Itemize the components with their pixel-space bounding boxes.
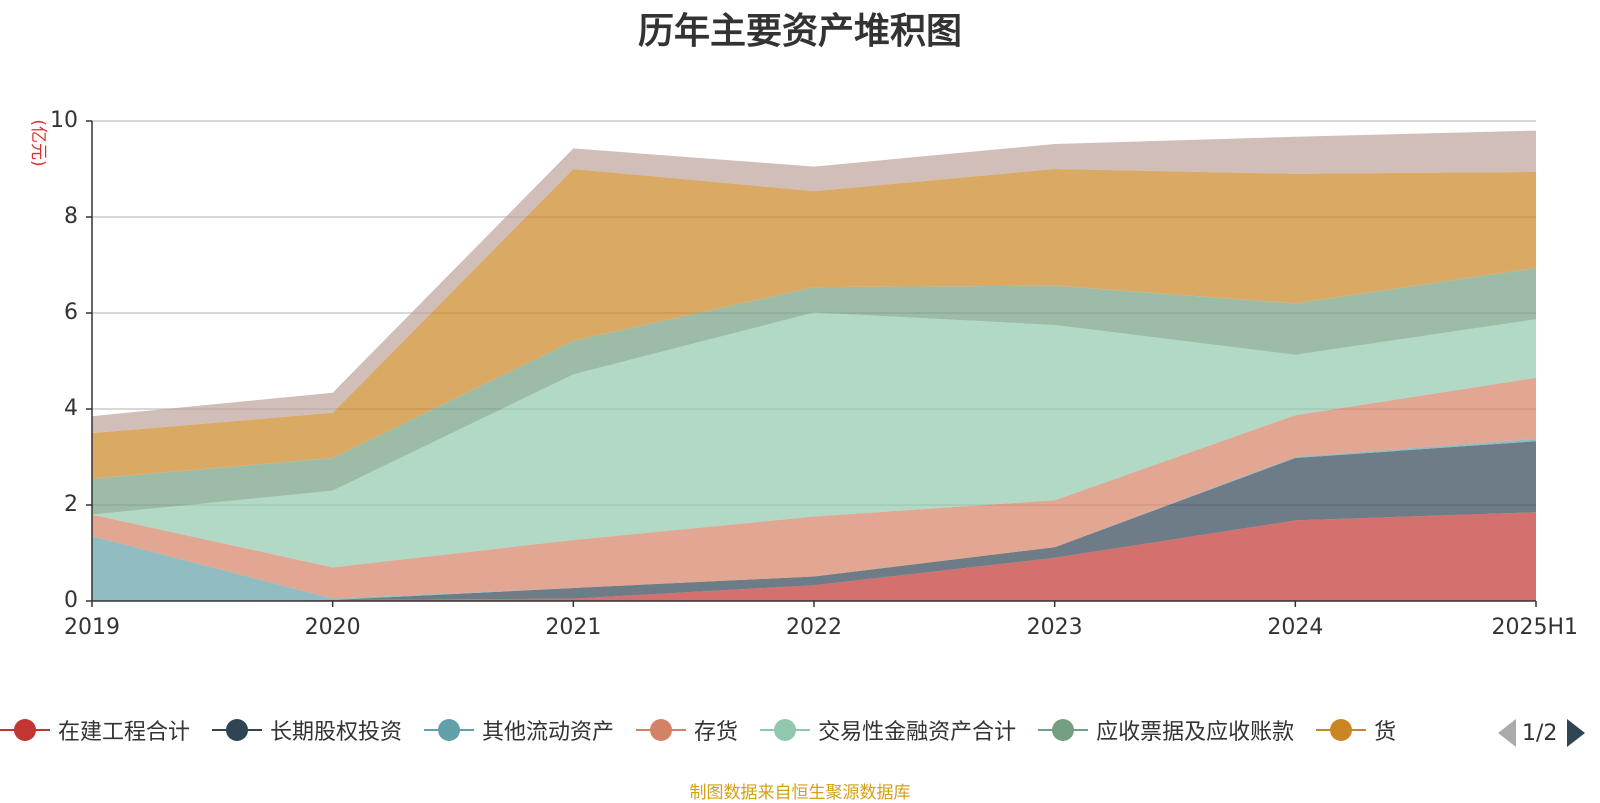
legend-marker-icon — [1316, 718, 1367, 742]
y-tick-label: 0 — [64, 588, 78, 613]
area-series-应收票据及应收账款 — [92, 267, 1536, 515]
legend-pager: 1/2 — [1498, 718, 1586, 748]
legend-label: 在建工程合计 — [58, 720, 191, 745]
legend-prev-page-icon[interactable] — [1498, 719, 1516, 747]
legend-marker-icon — [212, 718, 263, 742]
legend-label: 应收票据及应收账款 — [1096, 720, 1295, 745]
legend-label: 交易性金融资产合计 — [818, 720, 1017, 745]
legend-item[interactable]: 交易性金融资产合计 — [760, 714, 1016, 746]
y-tick-label: 2 — [64, 492, 78, 517]
area-series-长期股权投资 — [92, 441, 1536, 601]
legend-item[interactable]: 其他流动资产 — [424, 714, 614, 746]
y-tick-label: 8 — [64, 204, 78, 229]
y-tick-label: 4 — [64, 396, 78, 421]
legend-label: 长期股权投资 — [270, 720, 403, 745]
legend-next-page-icon[interactable] — [1567, 719, 1586, 747]
area-series-交易性金融资产合计 — [92, 312, 1536, 568]
legend: 在建工程合计 长期股权投资 其他流动资产 存货 交易性金融资产合计 应收票据及应收账款 货 — [0, 712, 1418, 748]
legend-item[interactable]: 应收票据及应收账款 — [1038, 714, 1294, 746]
y-tick-label: 10 — [50, 108, 78, 133]
legend-item[interactable]: 长期股权投资 — [212, 714, 402, 746]
legend-item[interactable]: 存货 — [636, 714, 738, 746]
area-series-其他流动资产 — [92, 438, 1536, 601]
x-tick-label: 2024 — [1267, 615, 1323, 640]
axes: 0 2 4 6 8 10 2019 2020 2021 2022 2023 2024 2025H1 — [50, 108, 1578, 640]
legend-label: 存货 — [694, 720, 739, 745]
legend-label: 其他流动资产 — [482, 720, 615, 745]
y-axis-unit-label: (亿元) — [28, 119, 48, 166]
area-series-货币资金 — [92, 169, 1536, 479]
stacked-areas — [92, 130, 1536, 601]
x-tick-label: 2023 — [1027, 615, 1083, 640]
legend-marker-icon — [0, 718, 50, 742]
y-tick-label: 6 — [64, 300, 78, 325]
legend-label: 货 — [1374, 720, 1397, 745]
area-series-在建工程合计 — [92, 512, 1536, 601]
legend-marker-icon — [760, 718, 811, 742]
area-series-存货 — [92, 377, 1536, 599]
legend-item[interactable]: 货 — [1316, 714, 1396, 746]
x-tick-label: 2020 — [305, 615, 361, 640]
source-note: 制图数据来自恒生聚源数据库 — [689, 783, 911, 803]
x-tick-label: 2019 — [64, 615, 120, 640]
x-tick-label: 2021 — [545, 615, 601, 640]
legend-marker-icon — [1038, 718, 1089, 742]
legend-marker-icon — [424, 718, 475, 742]
area-series-其他 — [92, 130, 1536, 433]
legend-marker-icon — [636, 718, 687, 742]
legend-page-indicator: 1/2 — [1522, 720, 1558, 746]
x-tick-label: 2025H1 — [1491, 615, 1578, 640]
x-tick-label: 2022 — [786, 615, 842, 640]
chart-title: 历年主要资产堆积图 — [637, 11, 962, 52]
legend-item[interactable]: 在建工程合计 — [0, 714, 190, 746]
